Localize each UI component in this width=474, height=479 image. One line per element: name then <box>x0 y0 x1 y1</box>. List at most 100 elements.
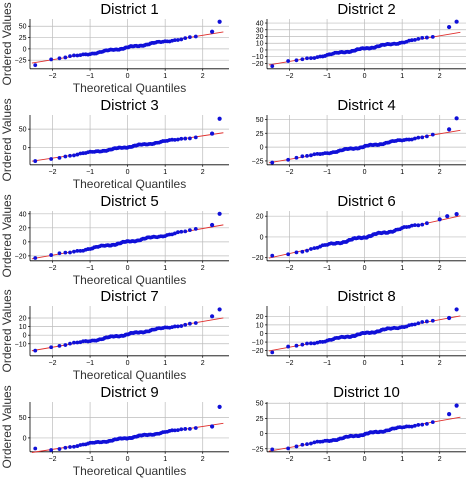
y-tick-label: −10 <box>252 340 264 347</box>
qq-point <box>63 446 68 450</box>
qq-point <box>305 248 309 253</box>
qq-point <box>183 427 188 432</box>
y-tick-label: 25 <box>256 416 264 423</box>
y-axis-label: Ordered Values <box>0 2 14 85</box>
x-tick-label: −1 <box>86 264 94 271</box>
x-tick-label: −2 <box>286 169 294 176</box>
points <box>270 211 459 258</box>
y-tick-label: 30 <box>256 27 264 34</box>
qq-point <box>286 157 291 162</box>
qq-point <box>430 132 435 137</box>
qq-chart: −2 −1 0 1 2 −20 0 20 40 District 5 Theoretical Qua… <box>0 193 229 286</box>
y-tick-label: 0 <box>23 145 27 152</box>
qq-point <box>312 245 317 250</box>
qq-point <box>172 137 177 142</box>
qq-point <box>300 57 305 62</box>
qq-point <box>312 440 317 445</box>
qq-point <box>424 319 429 324</box>
chart-title: District 10 <box>333 384 400 401</box>
qq-point <box>193 226 198 231</box>
x-tick-label: −2 <box>49 73 57 80</box>
qq-point <box>315 151 320 156</box>
qq-point <box>75 340 80 345</box>
chart-title: District 8 <box>337 288 395 305</box>
qq-point-outlier <box>217 404 222 410</box>
qq-point <box>294 344 299 349</box>
y-tick-label: 0 <box>260 144 264 151</box>
qq-panel: −2 −1 0 1 2 −20 0 20 40 District 5 Theoretical Qua… <box>0 192 237 288</box>
x-tick-label: 2 <box>438 264 442 271</box>
qq-point <box>413 38 417 42</box>
qq-point-outlier <box>447 316 452 321</box>
qq-point-outlier <box>445 213 450 218</box>
x-tick-label: 0 <box>363 169 367 176</box>
qq-point <box>305 153 309 158</box>
qq-point <box>187 227 192 232</box>
x-tick-label: 1 <box>400 360 404 367</box>
y-tick-label: 0 <box>260 47 264 54</box>
y-tick-label: 0 <box>23 333 27 340</box>
x-tick-label: −1 <box>86 456 94 463</box>
qq-point <box>413 136 417 141</box>
y-tick-label: −20 <box>252 255 264 262</box>
x-tick-label: −2 <box>286 456 294 463</box>
x-tick-label: −2 <box>49 456 57 463</box>
points <box>270 403 459 452</box>
qq-point <box>409 223 414 228</box>
chart-title: District 5 <box>100 193 158 210</box>
qq-point <box>309 246 313 251</box>
points <box>270 307 459 355</box>
qq-panel: −2 −1 0 1 2 −25 0 25 50 District 4 <box>237 96 474 192</box>
y-tick-label: −25 <box>252 158 264 165</box>
y-axis-label: Ordered Values <box>0 290 14 373</box>
qq-point-outlier <box>447 127 452 132</box>
qq-point <box>300 154 305 159</box>
y-axis-label: Ordered Values <box>0 386 14 469</box>
qq-point <box>183 36 188 41</box>
qq-point <box>420 222 425 227</box>
qq-point <box>75 444 80 449</box>
y-axis-label: Ordered Values <box>0 98 14 181</box>
x-tick-label: −1 <box>323 169 331 176</box>
qq-point-outlier <box>454 307 459 312</box>
qq-point <box>430 319 435 324</box>
qq-point <box>57 56 62 61</box>
y-tick-label: −20 <box>252 349 264 356</box>
y-tick-label: 50 <box>19 126 27 133</box>
x-tick-label: 1 <box>163 360 167 367</box>
qq-point <box>49 448 54 453</box>
y-tick-label: 0 <box>23 46 27 53</box>
qq-point-outlier <box>210 222 215 227</box>
qq-point <box>33 255 38 260</box>
x-tick-label: −1 <box>323 264 331 271</box>
x-axis-label: Theoretical Quantiles <box>73 368 186 382</box>
qq-panel: −2 −1 0 1 2 −25 0 25 50 District 10 <box>237 383 474 479</box>
qq-point <box>270 350 275 355</box>
qq-point <box>172 231 177 235</box>
qq-point <box>63 343 68 348</box>
qq-point <box>68 342 72 346</box>
x-tick-label: −2 <box>49 264 57 271</box>
qq-panel: −2 −1 0 1 2 0 50 District 9 Theoretical Quantile… <box>0 383 237 479</box>
chart-title: District 2 <box>337 1 395 18</box>
x-tick-label: 0 <box>126 73 130 80</box>
y-tick-label: 0 <box>23 436 27 443</box>
qq-point <box>305 342 309 346</box>
qq-point <box>309 56 313 61</box>
y-tick-label: 50 <box>256 117 264 124</box>
qq-point <box>187 136 192 141</box>
chart-title: District 3 <box>100 97 158 114</box>
y-tick-label: 50 <box>19 415 27 422</box>
x-axis-label: Theoretical Quantiles <box>73 177 186 191</box>
points <box>33 211 222 260</box>
qq-point <box>49 57 54 62</box>
x-tick-label: 1 <box>400 264 404 271</box>
qq-point <box>63 154 68 159</box>
qq-point <box>300 443 305 447</box>
y-tick-label: 25 <box>256 131 264 138</box>
qq-panel: −2 −1 0 1 2 −20 −10 0 10 20 District 8 <box>237 287 474 383</box>
qq-point <box>75 152 80 157</box>
qq-point <box>179 229 184 234</box>
